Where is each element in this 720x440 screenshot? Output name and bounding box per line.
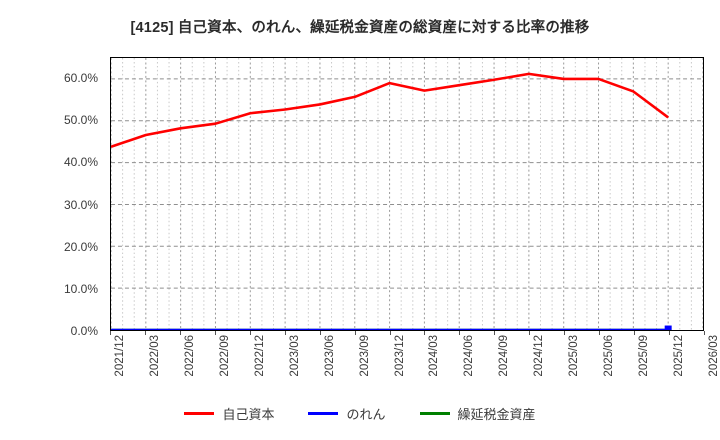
legend-color-swatch <box>419 412 450 415</box>
x-axis-ticks <box>110 331 705 336</box>
x-axis-tick-label: 2025/06 <box>603 335 616 377</box>
x-axis-tick-label: 2022/06 <box>183 335 196 377</box>
x-axis-tick-label: 2023/06 <box>323 335 336 377</box>
x-axis-tick-label: 2023/09 <box>358 335 371 377</box>
series-lines <box>111 72 672 330</box>
x-axis-tick-label: 2022/12 <box>253 335 266 377</box>
x-axis-tick <box>319 331 321 335</box>
x-axis-tick-label: 2025/03 <box>568 335 581 377</box>
x-axis-tick <box>354 331 356 335</box>
y-axis-labels: 0.0% 10.0% 20.0% 30.0% 40.0% 50.0% 60.0% <box>0 57 104 338</box>
x-axis-tick <box>634 331 636 335</box>
y-axis-tick-label: 30.0% <box>63 197 98 212</box>
series-end-marker <box>664 325 672 330</box>
x-axis-tick <box>110 331 111 335</box>
plot-inner <box>111 58 703 330</box>
x-axis-tick-label: 2024/03 <box>428 335 441 377</box>
x-axis-tick <box>179 331 181 335</box>
y-axis-tick-label: 40.0% <box>63 155 98 170</box>
series-line <box>111 72 669 148</box>
x-axis-tick <box>424 331 426 335</box>
x-axis-tick <box>144 331 146 335</box>
chart-title: [4125] 自己資本、のれん、繰延税金資産の総資産に対する比率の推移 <box>130 20 590 36</box>
x-axis-tick-label: 2024/12 <box>533 335 546 377</box>
x-axis-tick-label: 2024/09 <box>498 335 511 377</box>
x-axis-tick-label: 2021/12 <box>114 335 126 377</box>
y-axis-tick-label: 60.0% <box>63 71 98 86</box>
legend-label: 繰延税金資産 <box>457 407 536 422</box>
legend-item[interactable]: 自己資本 <box>184 404 274 423</box>
legend-color-swatch <box>184 412 215 415</box>
legend-label: 自己資本 <box>222 407 275 422</box>
x-axis-tick-label: 2025/12 <box>673 335 686 377</box>
x-axis-labels: 2021/12 2022/03 2022/06 2022/09 2022/12 2023/… <box>110 333 720 399</box>
plot-area <box>110 57 704 331</box>
y-axis-tick-label: 10.0% <box>63 281 98 296</box>
x-axis-tick <box>704 331 705 335</box>
y-axis-tick-label: 20.0% <box>63 239 98 254</box>
x-axis-tick <box>249 331 251 335</box>
x-axis-tick-label: 2024/06 <box>463 335 476 377</box>
x-axis-tick-label: 2023/03 <box>288 335 301 377</box>
x-axis-tick <box>494 331 496 335</box>
x-axis-tick-label: 2026/03 <box>708 335 720 377</box>
x-axis-tick <box>389 331 391 335</box>
x-axis-tick-label: 2022/03 <box>148 335 161 377</box>
x-axis-tick-label: 2022/09 <box>218 335 231 377</box>
y-axis-tick-label: 0.0% <box>70 324 98 338</box>
x-axis-tick <box>564 331 566 335</box>
legend-item[interactable]: 繰延税金資産 <box>419 404 536 423</box>
x-axis-tick-label: 2025/09 <box>638 335 651 377</box>
x-axis-tick <box>599 331 601 335</box>
legend-label: のれん <box>346 407 386 422</box>
x-axis-tick <box>284 331 286 335</box>
chart-legend: 自己資本 のれん 繰延税金資産 <box>0 404 720 423</box>
x-axis-tick <box>529 331 531 335</box>
x-axis-tick <box>669 331 671 335</box>
x-axis-tick-label: 2023/12 <box>393 335 406 377</box>
grid-lines <box>111 58 703 330</box>
x-axis-tick <box>214 331 216 335</box>
legend-color-swatch <box>308 412 339 415</box>
legend-item[interactable]: のれん <box>308 404 386 423</box>
y-axis-tick-label: 50.0% <box>63 113 98 128</box>
x-axis-tick <box>459 331 461 335</box>
